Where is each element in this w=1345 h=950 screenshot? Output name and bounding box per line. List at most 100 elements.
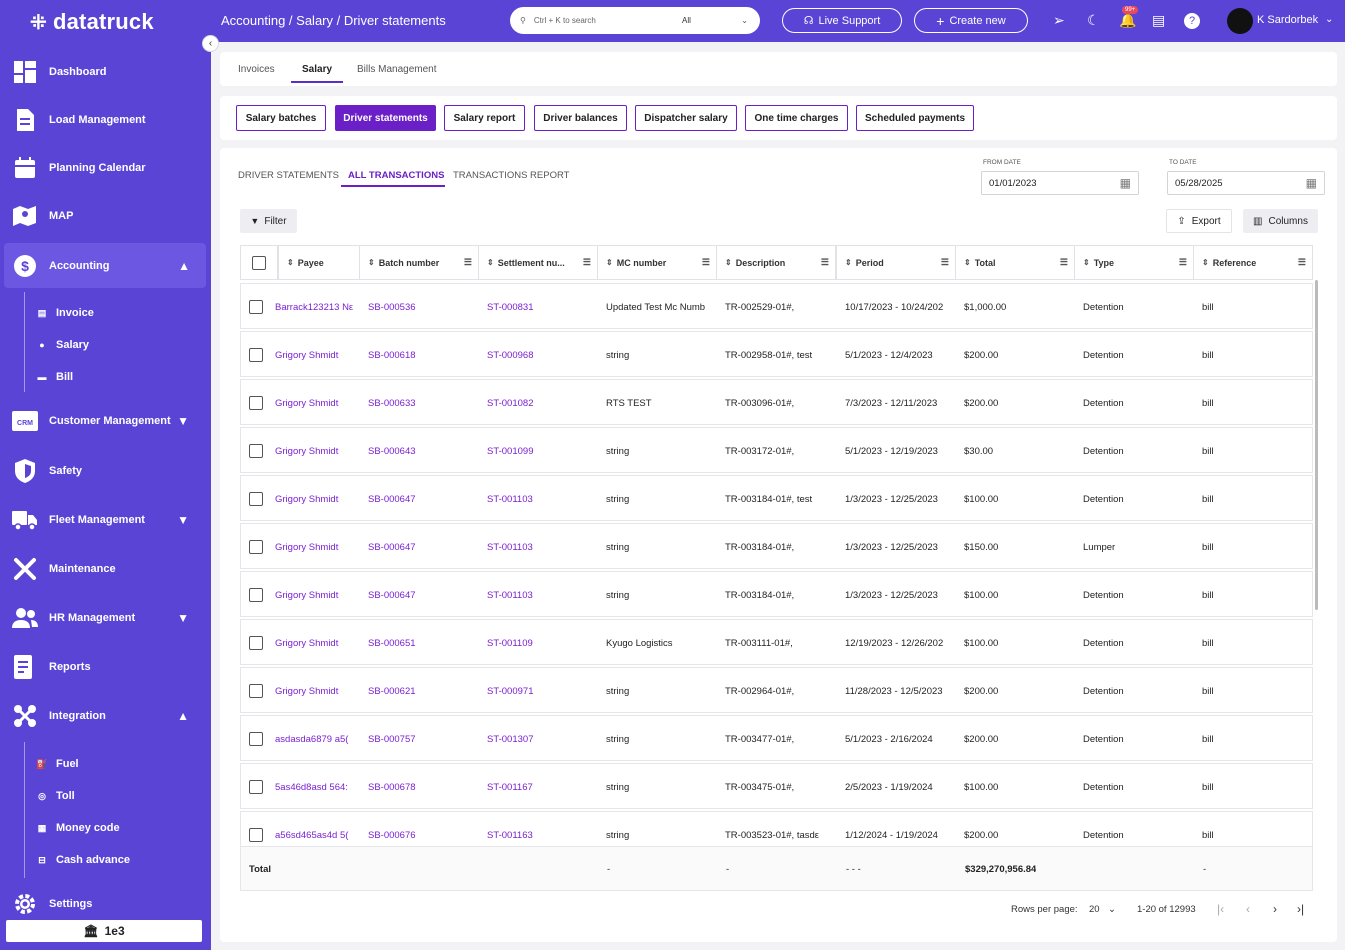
- cell-payee[interactable]: asdasda6879 a5(: [275, 733, 349, 745]
- cell-payee[interactable]: Grigory Shmidt: [275, 685, 339, 697]
- cell-settlement-number[interactable]: ST-001307: [487, 733, 534, 745]
- row-checkbox[interactable]: [249, 300, 263, 314]
- sidebar-sub-bill[interactable]: ▬ Bill: [37, 371, 74, 383]
- collapse-sidebar-button[interactable]: ‹: [202, 35, 219, 52]
- cell-batch-number[interactable]: SB-000647: [368, 589, 416, 601]
- sidebar-sub-money-code[interactable]: ▦ Money code: [37, 822, 120, 834]
- cell-settlement-number[interactable]: ST-001103: [487, 589, 533, 601]
- tab-salary[interactable]: Salary: [302, 64, 333, 75]
- sort-icon[interactable]: ⇕: [725, 258, 732, 267]
- global-search[interactable]: ⚲ Ctrl + K to search All ⌄: [510, 7, 760, 34]
- chevron-down-icon[interactable]: ⌄: [1108, 904, 1116, 915]
- app-logo[interactable]: ⁜ datatruck: [30, 9, 154, 34]
- table-row[interactable]: Grigory Shmidt SB-000633 ST-001082 RTS TEST…: [240, 379, 1313, 425]
- cell-batch-number[interactable]: SB-000647: [368, 493, 416, 505]
- filter-icon[interactable]: ☰: [701, 257, 710, 267]
- subtab-salary-report[interactable]: Salary report: [444, 105, 525, 131]
- table-row[interactable]: Grigory Shmidt SB-000647 ST-001103 string TR…: [240, 523, 1313, 569]
- row-checkbox[interactable]: [249, 588, 263, 602]
- moon-icon[interactable]: ☾: [1087, 12, 1100, 28]
- from-date-input[interactable]: 01/01/2023 ▦: [981, 171, 1139, 195]
- sidebar-item-dashboard[interactable]: Dashboard: [0, 58, 211, 86]
- live-support-button[interactable]: ☊ Live Support: [782, 8, 902, 33]
- row-checkbox[interactable]: [249, 636, 263, 650]
- first-page-icon[interactable]: |‹: [1217, 902, 1225, 916]
- table-row[interactable]: Grigory Shmidt SB-000647 ST-001103 string TR…: [240, 571, 1313, 617]
- column-header-type[interactable]: ⇕ Type ☰: [1074, 245, 1194, 280]
- sidebar-item-maintenance[interactable]: Maintenance: [0, 555, 211, 583]
- cell-batch-number[interactable]: SB-000678: [368, 781, 416, 793]
- filter-button[interactable]: ▼ Filter: [240, 209, 297, 233]
- filter-icon[interactable]: ☰: [1178, 257, 1187, 267]
- subtab-driver-balances[interactable]: Driver balances: [534, 105, 627, 131]
- table-row[interactable]: Grigory Shmidt SB-000618 ST-000968 string TR…: [240, 331, 1313, 377]
- avatar[interactable]: [1227, 8, 1253, 34]
- sort-icon[interactable]: ⇕: [487, 258, 494, 267]
- sidebar-item-accounting[interactable]: $ Accounting ▲: [4, 243, 206, 288]
- tab-all-transactions[interactable]: ALL TRANSACTIONS: [348, 170, 445, 181]
- row-checkbox[interactable]: [249, 780, 263, 794]
- cell-settlement-number[interactable]: ST-001163: [487, 829, 533, 841]
- chevron-down-icon[interactable]: ⌄: [1325, 14, 1334, 25]
- cell-settlement-number[interactable]: ST-000968: [487, 349, 534, 361]
- table-row[interactable]: 5as46d8asd 564: SB-000678 ST-001167 string T…: [240, 763, 1313, 809]
- cell-batch-number[interactable]: SB-000651: [368, 637, 416, 649]
- column-header-reference[interactable]: ⇕ Reference ☰: [1193, 245, 1313, 280]
- cell-payee[interactable]: a56sd465as4d 5(: [275, 829, 349, 841]
- calendar-icon[interactable]: ▦: [1305, 176, 1317, 190]
- sort-icon[interactable]: ⇕: [1083, 258, 1090, 267]
- table-row[interactable]: Grigory Shmidt SB-000643 ST-001099 string TR…: [240, 427, 1313, 473]
- sort-icon[interactable]: ⇕: [368, 258, 375, 267]
- cell-payee[interactable]: Grigory Shmidt: [275, 493, 339, 505]
- sidebar-item-safety[interactable]: Safety: [0, 457, 211, 485]
- rows-per-page-select[interactable]: 20: [1089, 904, 1100, 915]
- column-header-batch-number[interactable]: ⇕ Batch number ☰: [359, 245, 479, 280]
- sidebar-item-hr-management[interactable]: HR Management ▼: [0, 604, 211, 632]
- subtab-salary-batches[interactable]: Salary batches: [236, 105, 326, 131]
- column-header-period[interactable]: ⇕ Period ☰: [836, 245, 956, 280]
- cell-payee[interactable]: Grigory Shmidt: [275, 445, 339, 457]
- search-scope-select[interactable]: All: [682, 16, 691, 25]
- column-header-description[interactable]: ⇕ Description ☰: [716, 245, 836, 280]
- column-header-total[interactable]: ⇕ Total ☰: [955, 245, 1075, 280]
- cell-settlement-number[interactable]: ST-001103: [487, 541, 533, 553]
- sort-icon[interactable]: ⇕: [845, 258, 852, 267]
- cell-payee[interactable]: Grigory Shmidt: [275, 397, 339, 409]
- sidebar-sub-cash-advance[interactable]: ⊟ Cash advance: [36, 854, 130, 866]
- help-icon[interactable]: ?: [1184, 13, 1200, 29]
- cell-batch-number[interactable]: SB-000647: [368, 541, 416, 553]
- columns-button[interactable]: ▥ Columns: [1243, 209, 1318, 233]
- table-row[interactable]: Grigory Shmidt SB-000621 ST-000971 string TR…: [240, 667, 1313, 713]
- row-checkbox[interactable]: [249, 492, 263, 506]
- filter-icon[interactable]: ☰: [1297, 257, 1306, 267]
- cell-settlement-number[interactable]: ST-001109: [487, 637, 533, 649]
- table-row[interactable]: Barrack123213 Nε SB-000536 ST-000831 Update…: [240, 283, 1313, 329]
- sidebar-sub-toll[interactable]: ◎ Toll: [36, 790, 75, 802]
- tab-invoices[interactable]: Invoices: [238, 64, 275, 75]
- table-row[interactable]: asdasda6879 a5(SB-000757 ST-001307 string T…: [240, 715, 1313, 761]
- cell-settlement-number[interactable]: ST-001103: [487, 493, 533, 505]
- table-row[interactable]: Grigory Shmidt SB-000651 ST-001109 Kyugo Lo…: [240, 619, 1313, 665]
- cell-payee[interactable]: Grigory Shmidt: [275, 541, 339, 553]
- send-icon[interactable]: ➢: [1053, 12, 1065, 28]
- cell-batch-number[interactable]: SB-000621: [368, 685, 416, 697]
- sort-icon[interactable]: ⇕: [964, 258, 971, 267]
- table-row[interactable]: Grigory Shmidt SB-000647 ST-001103 string TR…: [240, 475, 1313, 521]
- cell-batch-number[interactable]: SB-000676: [368, 829, 416, 841]
- row-checkbox[interactable]: [249, 444, 263, 458]
- row-checkbox[interactable]: [249, 684, 263, 698]
- search-input[interactable]: Ctrl + K to search: [533, 16, 596, 25]
- sort-icon[interactable]: ⇕: [1202, 258, 1209, 267]
- cell-batch-number[interactable]: SB-000757: [368, 733, 416, 745]
- cell-settlement-number[interactable]: ST-000971: [487, 685, 534, 697]
- filter-icon[interactable]: ☰: [1059, 257, 1068, 267]
- last-page-icon[interactable]: ›|: [1297, 902, 1305, 916]
- sidebar-item-customer-management[interactable]: CRM Customer Management ▼: [0, 407, 211, 435]
- cell-batch-number[interactable]: SB-000643: [368, 445, 416, 457]
- filter-icon[interactable]: ☰: [940, 257, 949, 267]
- cell-payee[interactable]: 5as46d8asd 564:: [275, 781, 348, 793]
- tab-bills-management[interactable]: Bills Management: [357, 64, 437, 75]
- column-header-mc-number[interactable]: ⇕ MC number ☰: [597, 245, 717, 280]
- filter-icon[interactable]: ☰: [463, 257, 472, 267]
- bell-icon[interactable]: 🔔: [1119, 12, 1137, 28]
